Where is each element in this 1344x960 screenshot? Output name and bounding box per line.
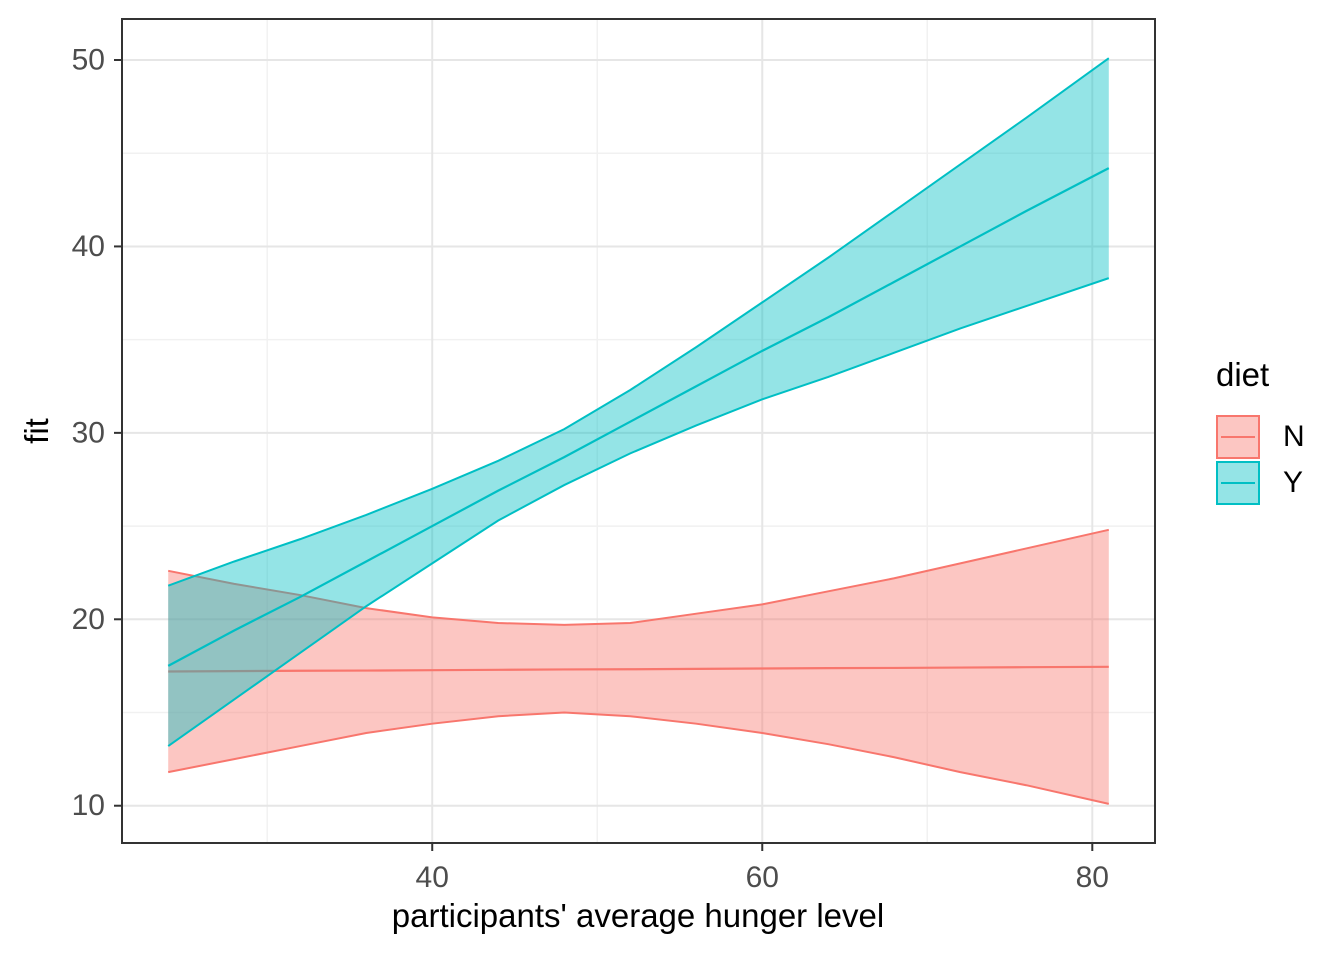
tick-marks <box>114 59 1094 851</box>
fit-line-N <box>168 665 1109 673</box>
legend: diet N Y <box>1216 356 1305 506</box>
fit-line-Y <box>167 167 1110 667</box>
x-tick-label: 40 <box>416 861 449 894</box>
ribbon-lower-edge-Y <box>167 277 1110 747</box>
x-tick-label: 60 <box>746 861 779 894</box>
x-tick-label: 80 <box>1076 861 1109 894</box>
legend-key-y-swatch <box>1216 461 1260 505</box>
y-tick-label: 30 <box>72 416 105 449</box>
y-tick-label: 50 <box>72 44 105 77</box>
ribbon-upper-edge-Y <box>167 57 1110 587</box>
legend-title: diet <box>1216 356 1270 393</box>
legend-entry-n: N <box>1216 414 1305 460</box>
grid-major <box>122 19 1155 843</box>
x-axis-title: participants' average hunger level <box>391 897 885 934</box>
legend-key-y-line-icon <box>1221 482 1255 484</box>
y-tick-label: 20 <box>72 603 105 636</box>
legend-key-n-swatch <box>1216 415 1260 459</box>
legend-label-y: Y <box>1283 466 1304 499</box>
legend-key-n-line-icon <box>1221 436 1255 438</box>
series-N <box>168 528 1110 805</box>
grid-minor <box>122 19 1155 843</box>
panel-border <box>121 18 1156 844</box>
series-Y <box>167 57 1110 747</box>
legend-entry-y: Y <box>1216 460 1305 506</box>
y-tick-label: 40 <box>72 230 105 263</box>
ribbon-lower-edge-N <box>168 711 1110 805</box>
ribbon-N <box>168 529 1109 804</box>
y-axis-title: fit <box>18 418 55 444</box>
ribbon-upper-edge-N <box>168 528 1110 626</box>
y-tick-label: 10 <box>72 789 105 822</box>
ribbon-Y <box>168 58 1109 747</box>
panel-background <box>122 19 1155 843</box>
legend-label-n: N <box>1283 420 1305 453</box>
